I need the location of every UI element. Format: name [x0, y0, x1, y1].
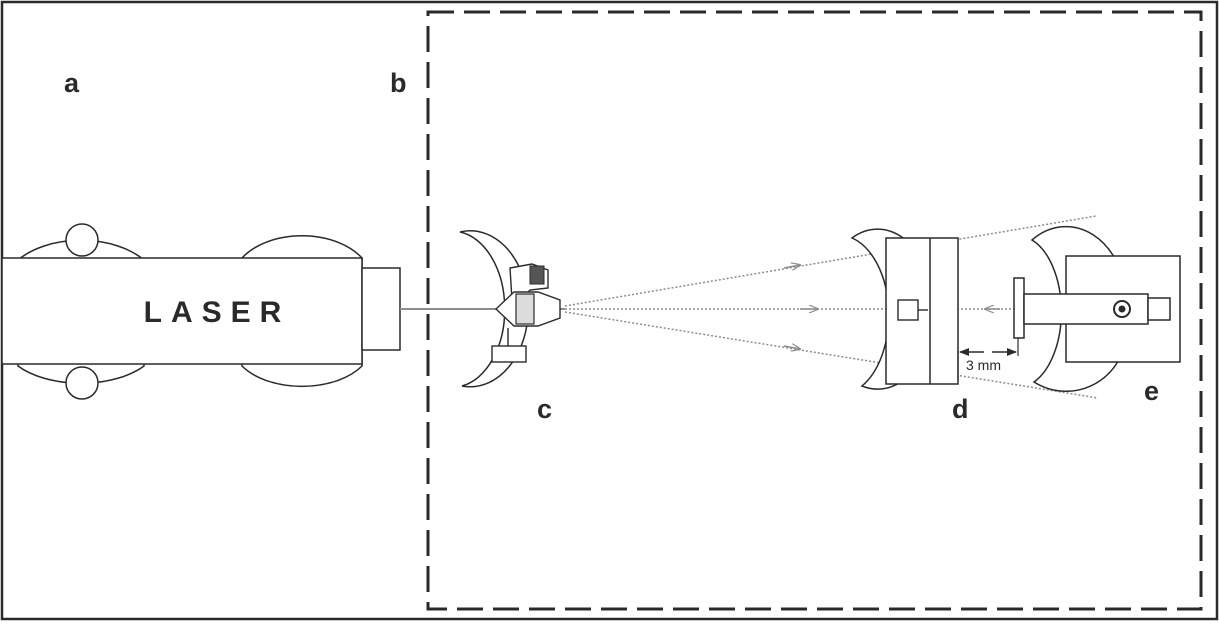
label-c: c — [537, 394, 552, 424]
laser-body — [1, 257, 363, 365]
lens-element — [515, 293, 535, 325]
beam-upper — [564, 215, 1097, 307]
sample-stage — [850, 228, 959, 390]
laser-beam — [400, 215, 1099, 399]
label-e: e — [1144, 376, 1159, 406]
beam-arrow-lower — [783, 346, 800, 349]
optic-holder-screw — [529, 265, 545, 285]
detector-aperture-plate — [1013, 277, 1025, 339]
label-b: b — [390, 68, 407, 98]
beam-expander-optic — [459, 230, 561, 388]
label-a: a — [64, 68, 80, 98]
gap-label: 3 mm — [966, 357, 1001, 373]
gap-dimension: 3 mm — [957, 338, 1019, 380]
optic-post-base — [491, 345, 527, 363]
laser-assembly: LASER — [1, 223, 401, 400]
laser-label: LASER — [144, 296, 291, 329]
beam-lower — [564, 311, 1099, 399]
sample-block — [885, 237, 959, 385]
detector-connector — [1147, 297, 1171, 321]
label-d: d — [952, 394, 969, 424]
beam-arrow-upper — [783, 265, 800, 268]
sample-clamp — [897, 299, 919, 321]
mount-knob-bottom — [65, 366, 99, 400]
laser-output-head — [361, 267, 401, 351]
detector-knob-center — [1118, 305, 1126, 313]
detector-assembly — [1013, 225, 1181, 392]
mount-knob-top — [65, 223, 99, 257]
